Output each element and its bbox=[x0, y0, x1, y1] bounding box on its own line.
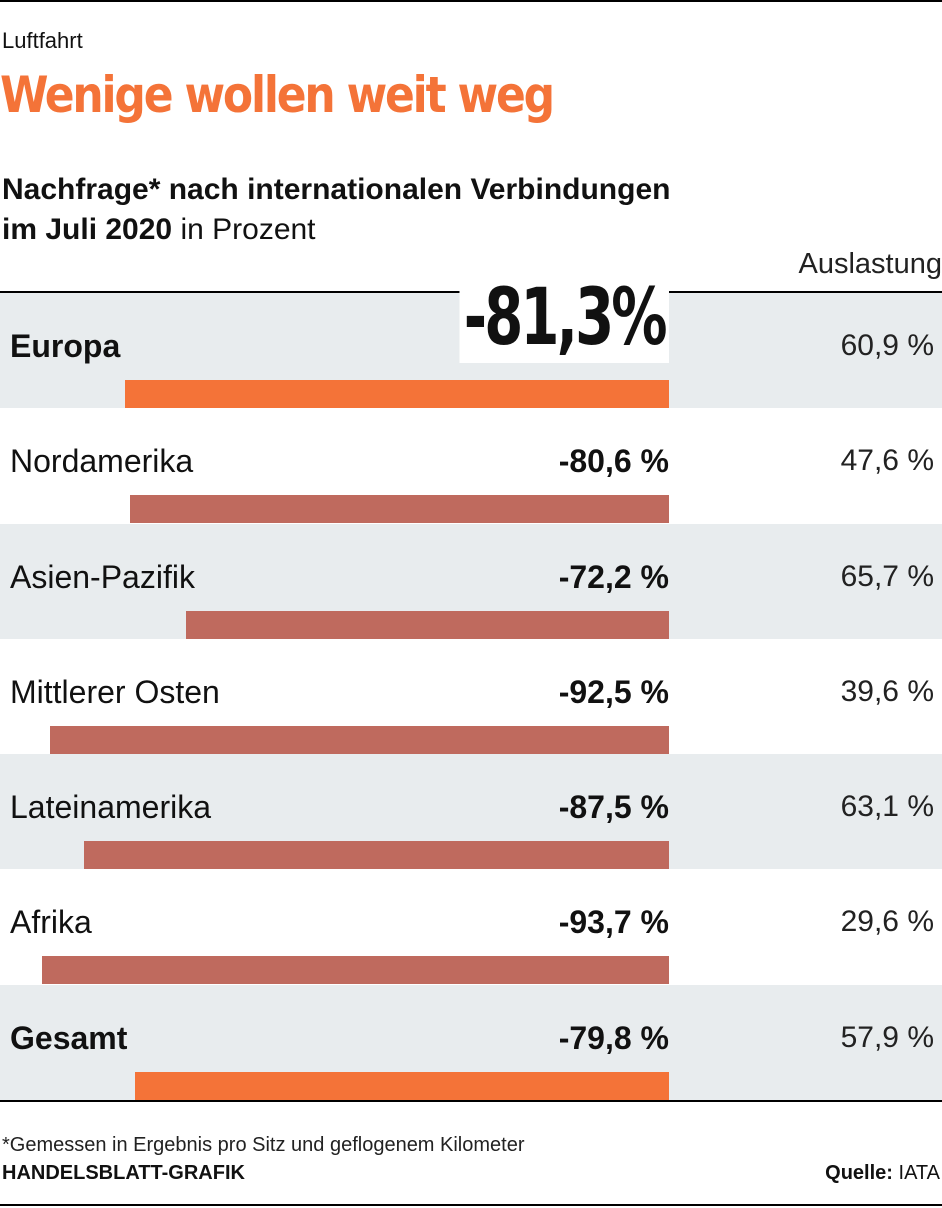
bottom-rule bbox=[0, 1100, 942, 1102]
category-label: Afrika bbox=[10, 904, 92, 941]
value-label: -79,8 % bbox=[558, 1019, 669, 1056]
bar bbox=[50, 725, 669, 754]
subtitle-unit: in Prozent bbox=[172, 213, 316, 246]
value-label: -72,2 % bbox=[558, 558, 669, 595]
subtitle-line-2: im Juli 2020 bbox=[2, 213, 173, 246]
chart-row: Nordamerika -80,6 % 47,6 % bbox=[0, 408, 942, 524]
footnote: *Gemessen in Ergebnis pro Sitz und geflo… bbox=[2, 1134, 525, 1156]
chart-row: Lateinamerika -87,5 % 63,1 % bbox=[0, 754, 942, 870]
value-label: -92,5 % bbox=[558, 673, 669, 710]
header-rule-right bbox=[663, 291, 942, 293]
end-rule bbox=[0, 1204, 942, 1206]
bar-chart: Europa -81,3% 60,9 % Nordamerika -80,6 % 47,6… bbox=[0, 273, 942, 1101]
utilization-column-header: Auslastung bbox=[798, 248, 942, 280]
category-label: Lateinamerika bbox=[10, 789, 211, 826]
utilization-value: 57,9 % bbox=[840, 1020, 934, 1054]
utilization-value: 39,6 % bbox=[840, 674, 934, 708]
chart-row: Afrika -93,7 % 29,6 % bbox=[0, 869, 942, 985]
kicker: Luftfahrt bbox=[2, 28, 83, 53]
category-label: Nordamerika bbox=[10, 443, 194, 480]
category-label: Mittlerer Osten bbox=[10, 673, 220, 710]
category-label: Gesamt bbox=[10, 1019, 128, 1056]
value-label: -93,7 % bbox=[558, 904, 669, 941]
utilization-value: 47,6 % bbox=[840, 444, 934, 478]
chart-row: Europa -81,3% 60,9 % bbox=[0, 273, 942, 409]
utilization-value: 29,6 % bbox=[840, 905, 934, 939]
source-label: Quelle: bbox=[825, 1162, 893, 1184]
chart-row: Gesamt -79,8 % 57,9 % bbox=[0, 984, 942, 1101]
bar bbox=[185, 610, 669, 639]
utilization-value: 63,1 % bbox=[840, 790, 934, 824]
chart-row: Asien-Pazifik -72,2 % 65,7 % bbox=[0, 523, 942, 639]
bar bbox=[135, 1071, 669, 1100]
chart-row: Mittlerer Osten -92,5 % 39,6 % bbox=[0, 639, 942, 754]
utilization-value: 65,7 % bbox=[840, 559, 934, 593]
top-rule bbox=[0, 0, 942, 2]
chart-subtitle: Nachfrage* nach internationalen Verbindu… bbox=[2, 170, 670, 250]
credit: HANDELSBLATT-GRAFIK bbox=[2, 1162, 245, 1184]
source-value: IATA bbox=[892, 1162, 941, 1184]
headline: Wenige wollen weit weg bbox=[0, 66, 555, 124]
category-label: Asien-Pazifik bbox=[10, 558, 195, 595]
utilization-value: 60,9 % bbox=[840, 329, 934, 362]
bar bbox=[83, 841, 669, 870]
value-label: -87,5 % bbox=[558, 789, 669, 826]
header-rule-left bbox=[0, 291, 504, 293]
category-label: Europa bbox=[10, 328, 121, 364]
bar bbox=[42, 956, 669, 985]
source: Quelle: IATA bbox=[825, 1162, 940, 1185]
bar bbox=[129, 495, 669, 524]
bar bbox=[125, 380, 669, 408]
value-label: -80,6 % bbox=[558, 443, 669, 480]
subtitle-line-1: Nachfrage* nach internationalen Verbindu… bbox=[2, 173, 671, 206]
highlight-value-label: -81,3% bbox=[459, 273, 669, 363]
